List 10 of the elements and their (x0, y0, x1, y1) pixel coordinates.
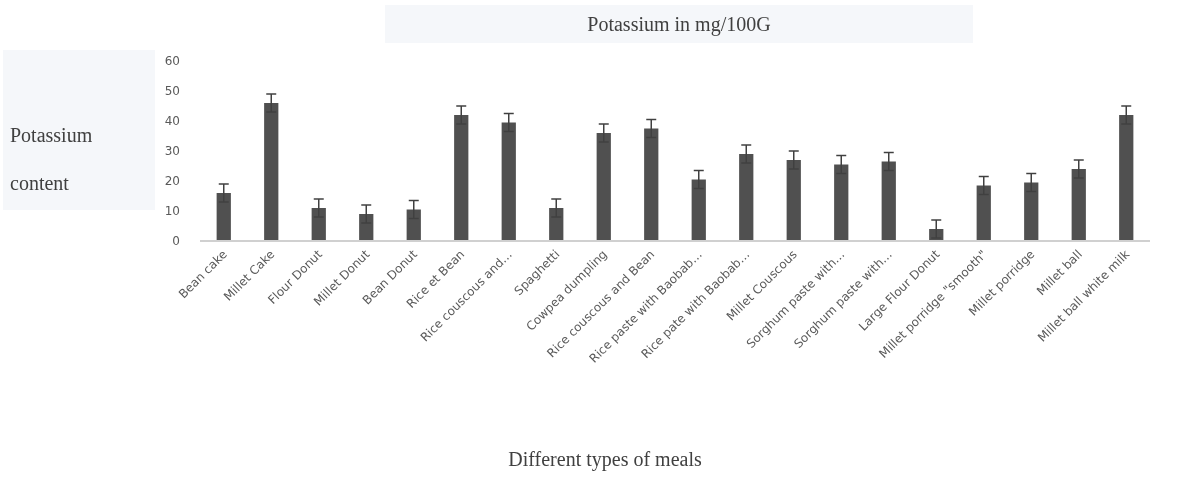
y-tick-label: 40 (164, 114, 180, 129)
text: Potassium content (10, 124, 93, 194)
y-tick-label: 20 (164, 174, 180, 189)
y-tick-label: 10 (164, 204, 180, 219)
y-tick-label: 60 (164, 54, 180, 69)
x-axis-title: Different types of meals (508, 448, 702, 471)
chart-title: Potassium in mg/100G (587, 13, 771, 36)
y-tick-label: 0 (172, 234, 180, 249)
y-tick-label: 30 (164, 144, 180, 159)
y-tick-label: 50 (164, 84, 180, 99)
